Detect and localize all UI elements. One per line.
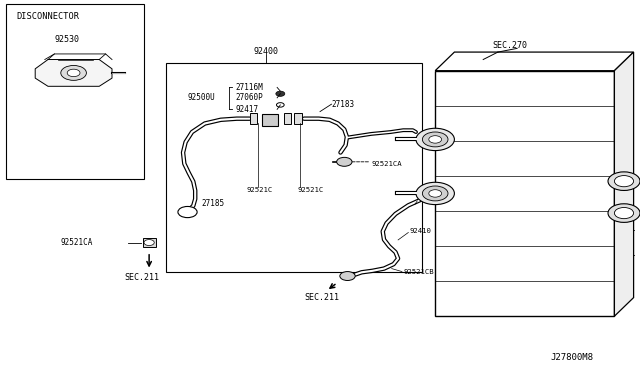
Bar: [143, 238, 156, 247]
Circle shape: [416, 128, 454, 151]
Bar: [250, 113, 257, 124]
Circle shape: [61, 65, 86, 80]
Bar: [262, 114, 278, 126]
Circle shape: [422, 132, 448, 147]
Text: 92521CB: 92521CB: [419, 195, 450, 201]
Bar: [6, 4, 144, 179]
Text: 27116M: 27116M: [236, 83, 263, 92]
Text: 92417: 92417: [236, 105, 259, 114]
Circle shape: [337, 157, 352, 166]
Bar: [435, 71, 614, 316]
Text: 92410: 92410: [410, 228, 431, 234]
Text: 92521CB: 92521CB: [403, 269, 434, 275]
Text: 92521CA: 92521CA: [371, 161, 402, 167]
Circle shape: [340, 272, 355, 280]
Text: SEC.270: SEC.270: [493, 41, 528, 50]
Circle shape: [614, 208, 634, 219]
Polygon shape: [614, 52, 634, 316]
Text: 92521CA: 92521CA: [61, 238, 93, 247]
Bar: [284, 113, 291, 124]
Text: SEC.211: SEC.211: [304, 293, 339, 302]
Text: 27185: 27185: [202, 199, 225, 208]
Text: J27800M8: J27800M8: [550, 353, 593, 362]
Text: 27183: 27183: [332, 100, 355, 109]
Bar: [166, 63, 422, 272]
Circle shape: [429, 190, 442, 197]
Circle shape: [144, 240, 154, 246]
Text: 92521C: 92521C: [246, 187, 273, 193]
Text: DISCONNECTOR: DISCONNECTOR: [16, 12, 79, 21]
Circle shape: [416, 182, 454, 205]
Circle shape: [276, 103, 284, 107]
Circle shape: [608, 172, 640, 190]
Circle shape: [178, 206, 197, 218]
Text: 92530: 92530: [54, 35, 79, 44]
Bar: [294, 113, 302, 124]
Polygon shape: [35, 60, 112, 86]
Text: SEC.211: SEC.211: [125, 273, 160, 282]
Text: 92400: 92400: [253, 47, 278, 56]
Circle shape: [67, 69, 80, 77]
Circle shape: [276, 91, 285, 96]
Circle shape: [429, 136, 442, 143]
Circle shape: [422, 186, 448, 201]
Text: 92500U: 92500U: [188, 93, 215, 102]
Text: 27060P: 27060P: [236, 93, 263, 102]
Text: 92521C: 92521C: [298, 187, 324, 193]
Polygon shape: [435, 52, 634, 71]
Circle shape: [614, 176, 634, 187]
Circle shape: [608, 204, 640, 222]
